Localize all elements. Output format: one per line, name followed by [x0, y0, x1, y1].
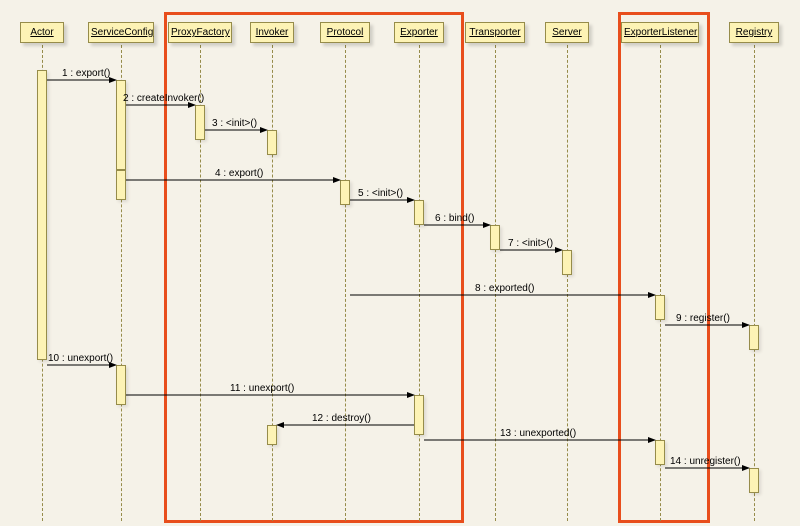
message-13: 13 : unexported(): [500, 428, 576, 439]
participant-serviceconfig: ServiceConfig: [88, 22, 154, 43]
participant-invoker: Invoker: [250, 22, 294, 43]
message-8: 8 : exported(): [475, 283, 534, 294]
message-6: 6 : bind(): [435, 213, 474, 224]
message-9: 9 : register(): [676, 313, 730, 324]
activation-server: [562, 250, 572, 275]
activation-serviceconfig: [116, 365, 126, 405]
activation-registry: [749, 468, 759, 493]
participant-proxyfactory: ProxyFactory: [168, 22, 232, 43]
activation-invoker: [267, 425, 277, 445]
message-7: 7 : <init>(): [508, 238, 553, 249]
activation-exporter: [414, 395, 424, 435]
participant-actor: Actor: [20, 22, 64, 43]
activation-registry: [749, 325, 759, 350]
participant-registry: Registry: [729, 22, 779, 43]
message-3: 3 : <init>(): [212, 118, 257, 129]
message-1: 1 : export(): [62, 68, 110, 79]
participant-exporterlistener: ExporterListener: [621, 22, 699, 43]
message-10: 10 : unexport(): [48, 353, 113, 364]
activation-exporterlistener: [655, 295, 665, 320]
participant-server: Server: [545, 22, 589, 43]
participant-transporter: Transporter: [465, 22, 525, 43]
message-2: 2 : createInvoker(): [123, 93, 204, 104]
message-14: 14 : unregister(): [670, 456, 741, 467]
lifeline-exporter: [419, 45, 420, 521]
activation-exporter: [414, 200, 424, 225]
participant-protocol: Protocol: [320, 22, 370, 43]
message-12: 12 : destroy(): [312, 413, 371, 424]
lifeline-invoker: [272, 45, 273, 521]
message-5: 5 : <init>(): [358, 188, 403, 199]
lifeline-registry: [754, 45, 755, 521]
activation-proxyfactory: [195, 105, 205, 140]
activation-invoker: [267, 130, 277, 155]
message-11: 11 : unexport(): [230, 383, 294, 394]
lifeline-protocol: [345, 45, 346, 521]
lifeline-server: [567, 45, 568, 521]
message-4: 4 : export(): [215, 168, 263, 179]
activation-serviceconfig: [116, 170, 126, 200]
activation-transporter: [490, 225, 500, 250]
participant-exporter: Exporter: [394, 22, 444, 43]
activation-exporterlistener: [655, 440, 665, 465]
activation-actor: [37, 70, 47, 360]
activation-protocol: [340, 180, 350, 205]
